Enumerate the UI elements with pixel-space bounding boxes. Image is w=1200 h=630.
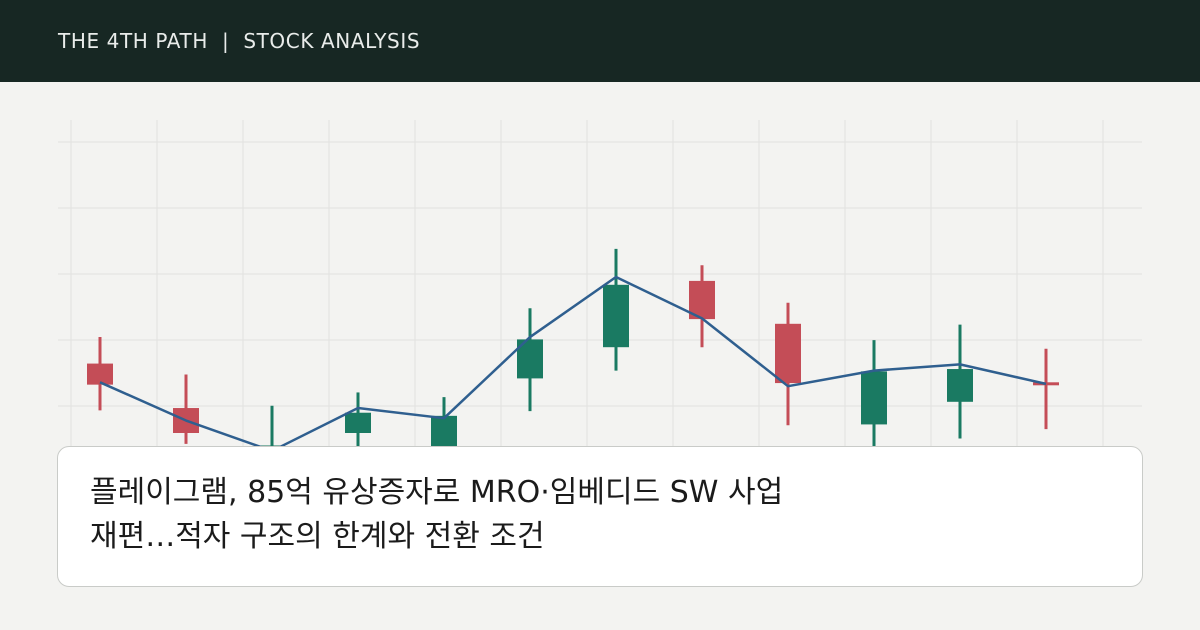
candle-body	[603, 284, 629, 348]
headline-line-1: 플레이그램, 85억 유상증자로 MRO·임베디드 SW 사업	[90, 475, 784, 510]
brand-label: THE 4TH PATH | STOCK ANALYSIS	[58, 29, 420, 53]
candle-body	[947, 369, 973, 402]
headline-line-2: 재편…적자 구조의 한계와 전환 조건	[90, 519, 545, 554]
candlestick-chart	[58, 120, 1142, 482]
headline-card: 플레이그램, 85억 유상증자로 MRO·임베디드 SW 사업 재편…적자 구조…	[57, 446, 1143, 587]
candle-body	[345, 412, 371, 433]
brand-name: THE 4TH PATH	[58, 29, 208, 53]
section-name: STOCK ANALYSIS	[243, 29, 421, 53]
trend-line	[99, 275, 1047, 453]
candle-body	[431, 415, 457, 449]
candle-body	[689, 280, 715, 320]
candle-body	[775, 323, 801, 384]
brand-separator: |	[221, 29, 230, 53]
header-bar: THE 4TH PATH | STOCK ANALYSIS	[0, 0, 1200, 82]
candle-body	[87, 363, 113, 385]
headline-title: 플레이그램, 85억 유상증자로 MRO·임베디드 SW 사업 재편…적자 구조…	[90, 471, 1112, 559]
candle-body	[861, 371, 887, 425]
